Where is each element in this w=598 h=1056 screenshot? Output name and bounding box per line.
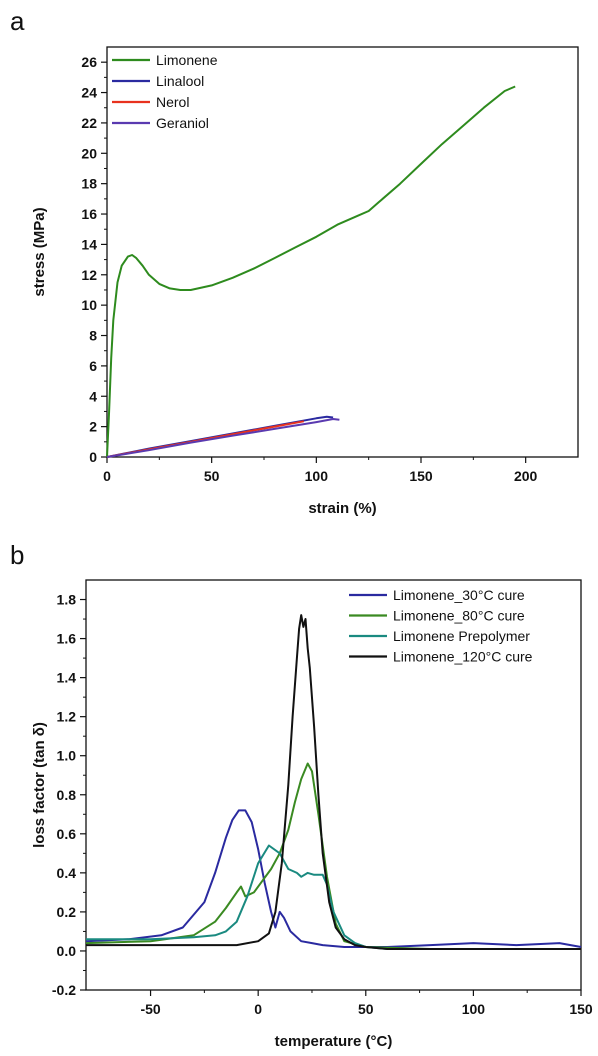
x-tick-label: 150 — [569, 1001, 593, 1017]
y-tick-label: 1.8 — [57, 592, 77, 608]
y-tick-label: 0.2 — [57, 904, 77, 920]
y-tick-label: 1.4 — [57, 670, 77, 686]
y-tick-label: 6 — [89, 358, 97, 374]
legend-label: Geraniol — [156, 115, 209, 131]
y-tick-label: 18 — [81, 176, 97, 192]
y-tick-label: 0.0 — [57, 943, 77, 959]
legend-label: Linalool — [156, 73, 204, 89]
x-tick-label: 200 — [514, 468, 538, 484]
y-tick-label: 12 — [81, 267, 97, 283]
series-line-limonene-prepolymer — [86, 844, 581, 950]
legend-label: Limonene Prepolymer — [393, 628, 530, 644]
y-tick-label: 1.2 — [57, 709, 77, 725]
y-tick-label: 16 — [81, 206, 97, 222]
y-tick-label: 4 — [89, 388, 97, 404]
series-line-limonene-30-c-cure — [85, 809, 582, 948]
y-tick-label: 1.0 — [57, 748, 77, 764]
legend-label: Limonene_30°C cure — [393, 587, 525, 603]
x-tick-label: 0 — [254, 1001, 262, 1017]
series-line-geraniol — [106, 418, 340, 458]
y-tick-label: -0.2 — [52, 982, 76, 998]
x-tick-label: 50 — [358, 1001, 374, 1017]
x-tick-label: -50 — [140, 1001, 160, 1017]
y-tick-label: 22 — [81, 115, 97, 131]
y-tick-label: 0 — [89, 449, 97, 465]
legend-label: Nerol — [156, 94, 189, 110]
x-tick-label: 150 — [409, 468, 433, 484]
legend-label: Limonene — [156, 52, 218, 68]
y-axis-title: stress (MPa) — [31, 207, 48, 296]
plot-frame — [106, 46, 579, 458]
y-tick-label: 24 — [81, 85, 97, 101]
stress-strain-chart: 0 50 100 150 20002468101214161820222426strai… — [31, 46, 579, 517]
y-tick-label: 1.6 — [57, 631, 77, 647]
series-line-limonene — [106, 85, 516, 458]
y-axis-title: loss factor (tan δ) — [31, 722, 48, 848]
y-tick-label: 20 — [81, 145, 97, 161]
x-tick-label: 100 — [462, 1001, 486, 1017]
y-tick-label: 0.6 — [57, 826, 77, 842]
panel-label-b: b — [10, 540, 25, 570]
y-tick-label: 26 — [81, 54, 97, 70]
x-tick-label: 100 — [305, 468, 329, 484]
x-tick-label: 50 — [204, 468, 220, 484]
loss-factor-chart: -50 0 50 100 150 -0.2 0.0 0.2 0.4 0.6 0.8 1.0 1.2 1.4… — [31, 579, 593, 1050]
y-tick-label: 0.8 — [57, 787, 77, 803]
y-tick-label: 0.4 — [57, 865, 77, 881]
x-axis-title: strain (%) — [308, 500, 376, 517]
y-tick-label: 8 — [89, 328, 97, 344]
y-tick-label: 2 — [89, 419, 97, 435]
panel-label-a: a — [10, 6, 25, 36]
plot-frame — [85, 579, 582, 991]
legend-label: Limonene_120°C cure — [393, 649, 533, 665]
x-axis-title: temperature (°C) — [275, 1033, 393, 1050]
legend-label: Limonene_80°C cure — [393, 608, 525, 624]
series-line-limonene-120-c-cure — [86, 614, 581, 950]
y-tick-label: 14 — [81, 236, 97, 252]
y-tick-label: 10 — [81, 297, 97, 313]
x-tick-label: 0 — [103, 468, 111, 484]
